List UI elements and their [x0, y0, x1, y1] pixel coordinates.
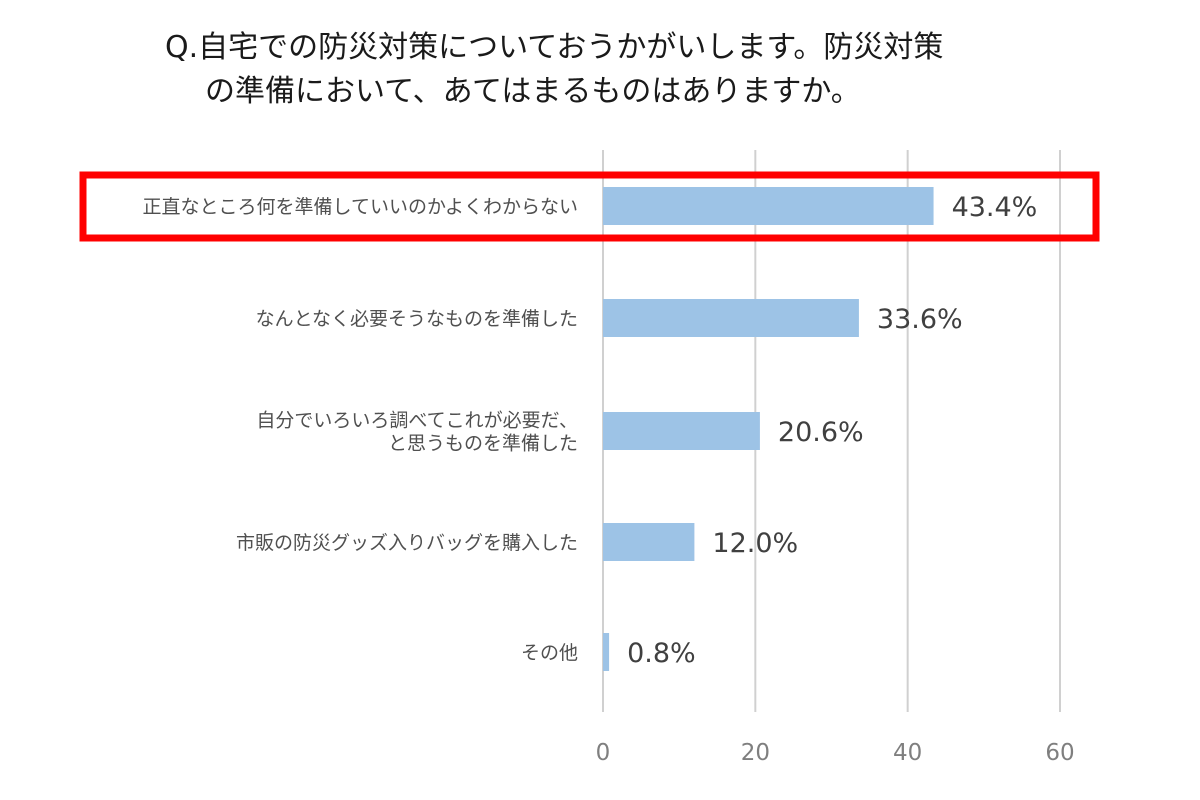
value-label-2: 20.6% [778, 417, 864, 448]
value-label-0: 43.4% [952, 192, 1038, 223]
chart-title-line-2: の準備において、あてはまるものはありますか。 [205, 74, 861, 109]
x-tick-label-2: 40 [893, 740, 922, 766]
chart-title-line-1: Q.自宅での防災対策についておうかがいします。防災対策 [165, 30, 944, 65]
bar-0 [603, 187, 934, 225]
x-tick-label-3: 60 [1045, 740, 1074, 766]
category-label-3: 市販の防災グッズ入りバッグを購入した [236, 532, 578, 554]
bar-1 [603, 299, 859, 337]
value-label-1: 33.6% [877, 304, 963, 335]
x-tick-label-1: 20 [741, 740, 770, 766]
category-label-0: 正直なところ何を準備していいのかよくわからない [143, 196, 578, 218]
category-label-2-line-0: 自分でいろいろ調べてこれが必要だ、 [256, 410, 578, 432]
category-label-2-line-1: と思うものを準備した [388, 433, 578, 455]
category-label-4: その他 [521, 642, 578, 664]
category-label-1: なんとなく必要そうなものを準備した [256, 308, 578, 330]
value-label-4: 0.8% [627, 638, 696, 669]
highlight-box [79, 171, 1100, 242]
bar-3 [603, 523, 695, 561]
value-label-3: 12.0% [712, 528, 798, 559]
bar-2 [603, 412, 760, 450]
x-tick-label-0: 0 [596, 740, 611, 766]
bar-4 [603, 633, 610, 671]
